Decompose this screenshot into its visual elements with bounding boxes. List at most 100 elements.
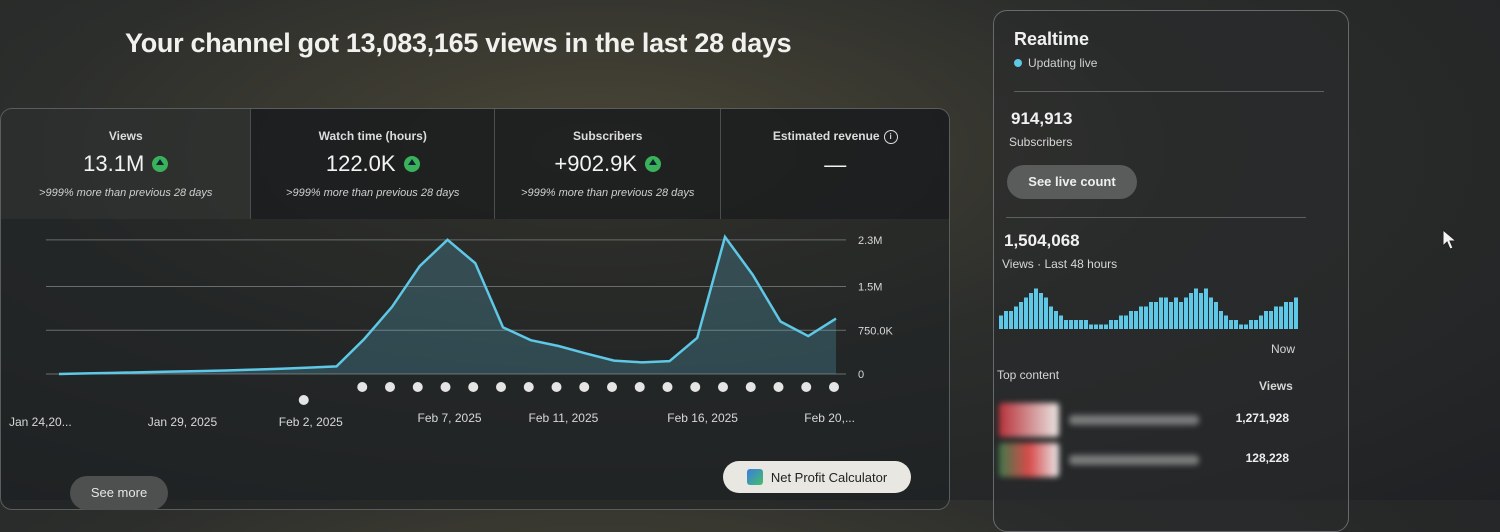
realtime-bar <box>1249 320 1253 329</box>
upload-marker-icon <box>357 382 368 392</box>
metric-value: 122.0K <box>325 151 396 176</box>
realtime-bar <box>1064 320 1068 329</box>
realtime-bar <box>1054 311 1058 329</box>
tab-watch-time[interactable]: Watch time (hours) 122.0K >999% more tha… <box>251 109 495 219</box>
upload-marker-icon <box>662 382 673 392</box>
x-tick-label: Jan 24,20... <box>9 415 72 429</box>
net-profit-calculator-button[interactable]: Net Profit Calculator <box>723 461 911 493</box>
page-headline: Your channel got 13,083,165 views in the… <box>125 28 792 58</box>
upload-marker-icon <box>745 382 756 392</box>
live-status-text: Updating live <box>1028 56 1098 70</box>
metric-label: Subscribers <box>573 129 643 143</box>
video-views: 128,228 <box>1245 451 1289 465</box>
realtime-bar <box>1004 311 1008 329</box>
upload-marker-icon <box>468 382 479 392</box>
see-more-button[interactable]: See more <box>70 476 168 510</box>
views-column-header: Views <box>1259 379 1293 393</box>
metric-tabs: Views 13.1M >999% more than previous 28 … <box>1 109 949 219</box>
upload-marker-icon <box>579 382 590 392</box>
realtime-bar <box>1149 302 1153 329</box>
upload-marker-icon <box>496 382 506 392</box>
info-icon[interactable]: i <box>883 129 898 144</box>
top-content-row[interactable]: 128,228 <box>999 443 1329 479</box>
realtime-bar <box>1239 324 1243 329</box>
calculator-icon <box>746 469 763 485</box>
views-area <box>59 236 836 374</box>
see-live-count-button[interactable]: See live count <box>1007 165 1137 199</box>
y-tick-label: 0 <box>858 369 864 381</box>
metric-change: >999% more than previous 28 days <box>286 187 460 199</box>
x-tick-label: Feb 16, 2025 <box>667 411 738 425</box>
realtime-bar <box>1019 302 1023 329</box>
realtime-bar <box>1059 315 1063 329</box>
video-thumbnail <box>999 443 1059 477</box>
upload-marker-icon <box>607 382 617 392</box>
views-48h-label: Views · Last 48 hours <box>1002 257 1118 271</box>
live-status: Updating live <box>1014 56 1097 70</box>
now-label: Now <box>1271 342 1296 356</box>
realtime-bar <box>1154 302 1158 329</box>
realtime-bar <box>1084 320 1088 329</box>
realtime-bar <box>1264 311 1268 329</box>
realtime-bar <box>1009 311 1013 329</box>
tab-subscribers[interactable]: Subscribers +902.9K >999% more than prev… <box>494 109 722 219</box>
realtime-bar <box>1139 306 1143 329</box>
metric-value: +902.9K <box>554 151 637 176</box>
metric-label: Estimated revenue <box>772 129 880 143</box>
mouse-cursor-icon <box>1442 229 1458 250</box>
live-dot-icon <box>1014 59 1022 67</box>
metric-value: — <box>824 151 847 177</box>
up-arrow-icon <box>152 156 169 172</box>
realtime-bar <box>1219 311 1223 329</box>
up-arrow-icon <box>645 156 661 172</box>
upload-marker-icon <box>634 382 645 392</box>
realtime-bar <box>1289 302 1293 329</box>
realtime-bar <box>1274 306 1278 329</box>
tab-estimated-revenue[interactable]: Estimated revenue i — <box>721 109 949 219</box>
realtime-bar <box>1029 293 1033 329</box>
upload-marker-icon <box>298 395 309 405</box>
views-48h-value: 1,504,068 <box>1004 231 1080 250</box>
video-thumbnail <box>999 403 1059 437</box>
up-arrow-icon <box>403 156 420 172</box>
upload-marker-icon <box>412 382 423 392</box>
realtime-bar <box>1144 306 1148 329</box>
realtime-bar <box>1119 315 1123 329</box>
realtime-bar <box>1184 297 1188 329</box>
realtime-bar <box>1209 297 1213 329</box>
analytics-panel: Views 13.1M >999% more than previous 28 … <box>0 108 950 510</box>
realtime-bar <box>1194 288 1198 329</box>
realtime-bar <box>1169 302 1173 329</box>
realtime-bar <box>1014 306 1018 329</box>
upload-marker-icon <box>690 382 701 392</box>
video-title-blurred <box>1069 415 1199 425</box>
video-views: 1,271,928 <box>1235 411 1289 425</box>
upload-marker-icon <box>829 382 839 392</box>
realtime-bar <box>1104 324 1108 329</box>
video-title-blurred <box>1069 455 1199 465</box>
metric-change: >999% more than previous 28 days <box>521 187 695 199</box>
upload-marker-icon <box>551 382 562 392</box>
top-content-row[interactable]: 1,271,928 <box>999 403 1329 439</box>
y-tick-label: 1.5M <box>858 282 882 294</box>
realtime-bar <box>1174 297 1178 329</box>
realtime-bar <box>1039 293 1043 329</box>
views-line <box>58 234 837 376</box>
realtime-bar <box>1179 302 1183 329</box>
realtime-bar <box>1089 324 1093 329</box>
metric-value: 13.1M <box>83 151 145 176</box>
realtime-bar <box>1189 293 1193 329</box>
upload-marker-icon <box>718 382 728 392</box>
net-profit-label: Net Profit Calculator <box>770 469 888 485</box>
realtime-bar <box>1069 320 1073 329</box>
divider <box>1006 217 1306 218</box>
tab-views[interactable]: Views 13.1M >999% more than previous 28 … <box>1 109 252 219</box>
upload-marker-icon <box>801 382 812 392</box>
realtime-bar <box>1129 311 1133 329</box>
x-tick-label: Feb 20,... <box>804 411 855 425</box>
realtime-bar <box>1279 306 1283 329</box>
realtime-bar <box>999 315 1003 329</box>
x-tick-label: Jan 29, 2025 <box>148 415 218 429</box>
realtime-bar <box>1079 320 1083 329</box>
metric-change: >999% more than previous 28 days <box>39 187 213 199</box>
